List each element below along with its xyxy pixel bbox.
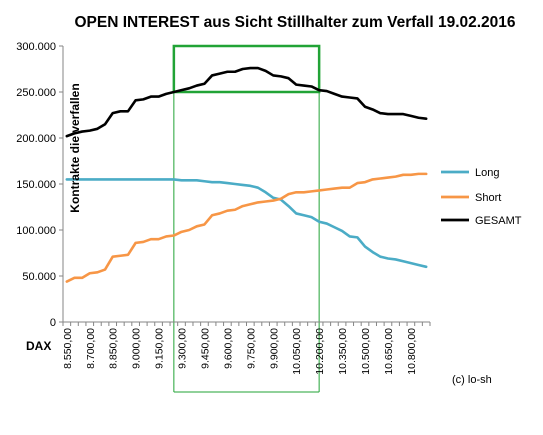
highlight-box	[172, 44, 321, 94]
y-tick-label: 100.000	[16, 225, 56, 237]
y-tick-label: 150.000	[16, 179, 56, 191]
x-tick-label: 9.600,00	[222, 328, 234, 369]
x-tick-label: 10.800,00	[406, 328, 418, 375]
y-tick-label: 200.000	[16, 133, 56, 145]
x-tick-label: 9.450,00	[199, 328, 211, 369]
x-tick-label: 9.150,00	[154, 328, 166, 369]
y-tick-label: 0	[50, 317, 56, 329]
x-tick-label: 9.300,00	[177, 328, 189, 369]
x-tick-label: 8.850,00	[108, 328, 120, 369]
x-tick-label: 10.200,00	[314, 328, 326, 375]
x-tick-label: 10.050,00	[291, 328, 303, 375]
y-tick-label: 250.000	[16, 87, 56, 99]
legend-label-short: Short	[475, 192, 501, 204]
x-tick-label: 10.500,00	[360, 328, 372, 375]
legend-label-long: Long	[475, 167, 499, 179]
series-line-gesamt	[65, 66, 428, 138]
legend: Long Short GESAMT	[441, 167, 522, 227]
x-tick-label: 8.550,00	[62, 328, 74, 369]
x-axis-label: DAX	[26, 339, 51, 353]
x-tick-label: 9.000,00	[131, 328, 143, 369]
x-tick-label: 9.900,00	[268, 328, 280, 369]
series-line-long	[65, 178, 428, 269]
legend-label-gesamt: GESAMT	[475, 215, 522, 227]
y-axis-label: Kontrakte die verfallen	[68, 83, 82, 212]
x-tick-label: 10.650,00	[383, 328, 395, 375]
y-tick-label: 50.000	[22, 271, 56, 283]
copyright-credit: (c) lo-sh	[452, 374, 492, 386]
y-tick-label: 300.000	[16, 41, 56, 53]
series-layer	[65, 66, 428, 283]
axis-layer: 0 50.000 100.000 150.000 200.000 250.000 300.0…	[16, 41, 431, 375]
chart-title: OPEN INTEREST aus Sicht Stillhalter zum …	[74, 14, 515, 31]
series-line-short	[65, 172, 428, 283]
highlight-layer	[172, 44, 321, 393]
x-tick-label: 10.350,00	[337, 328, 349, 375]
x-tick-label: 9.750,00	[245, 328, 257, 369]
x-tick-label: 8.700,00	[85, 328, 97, 369]
